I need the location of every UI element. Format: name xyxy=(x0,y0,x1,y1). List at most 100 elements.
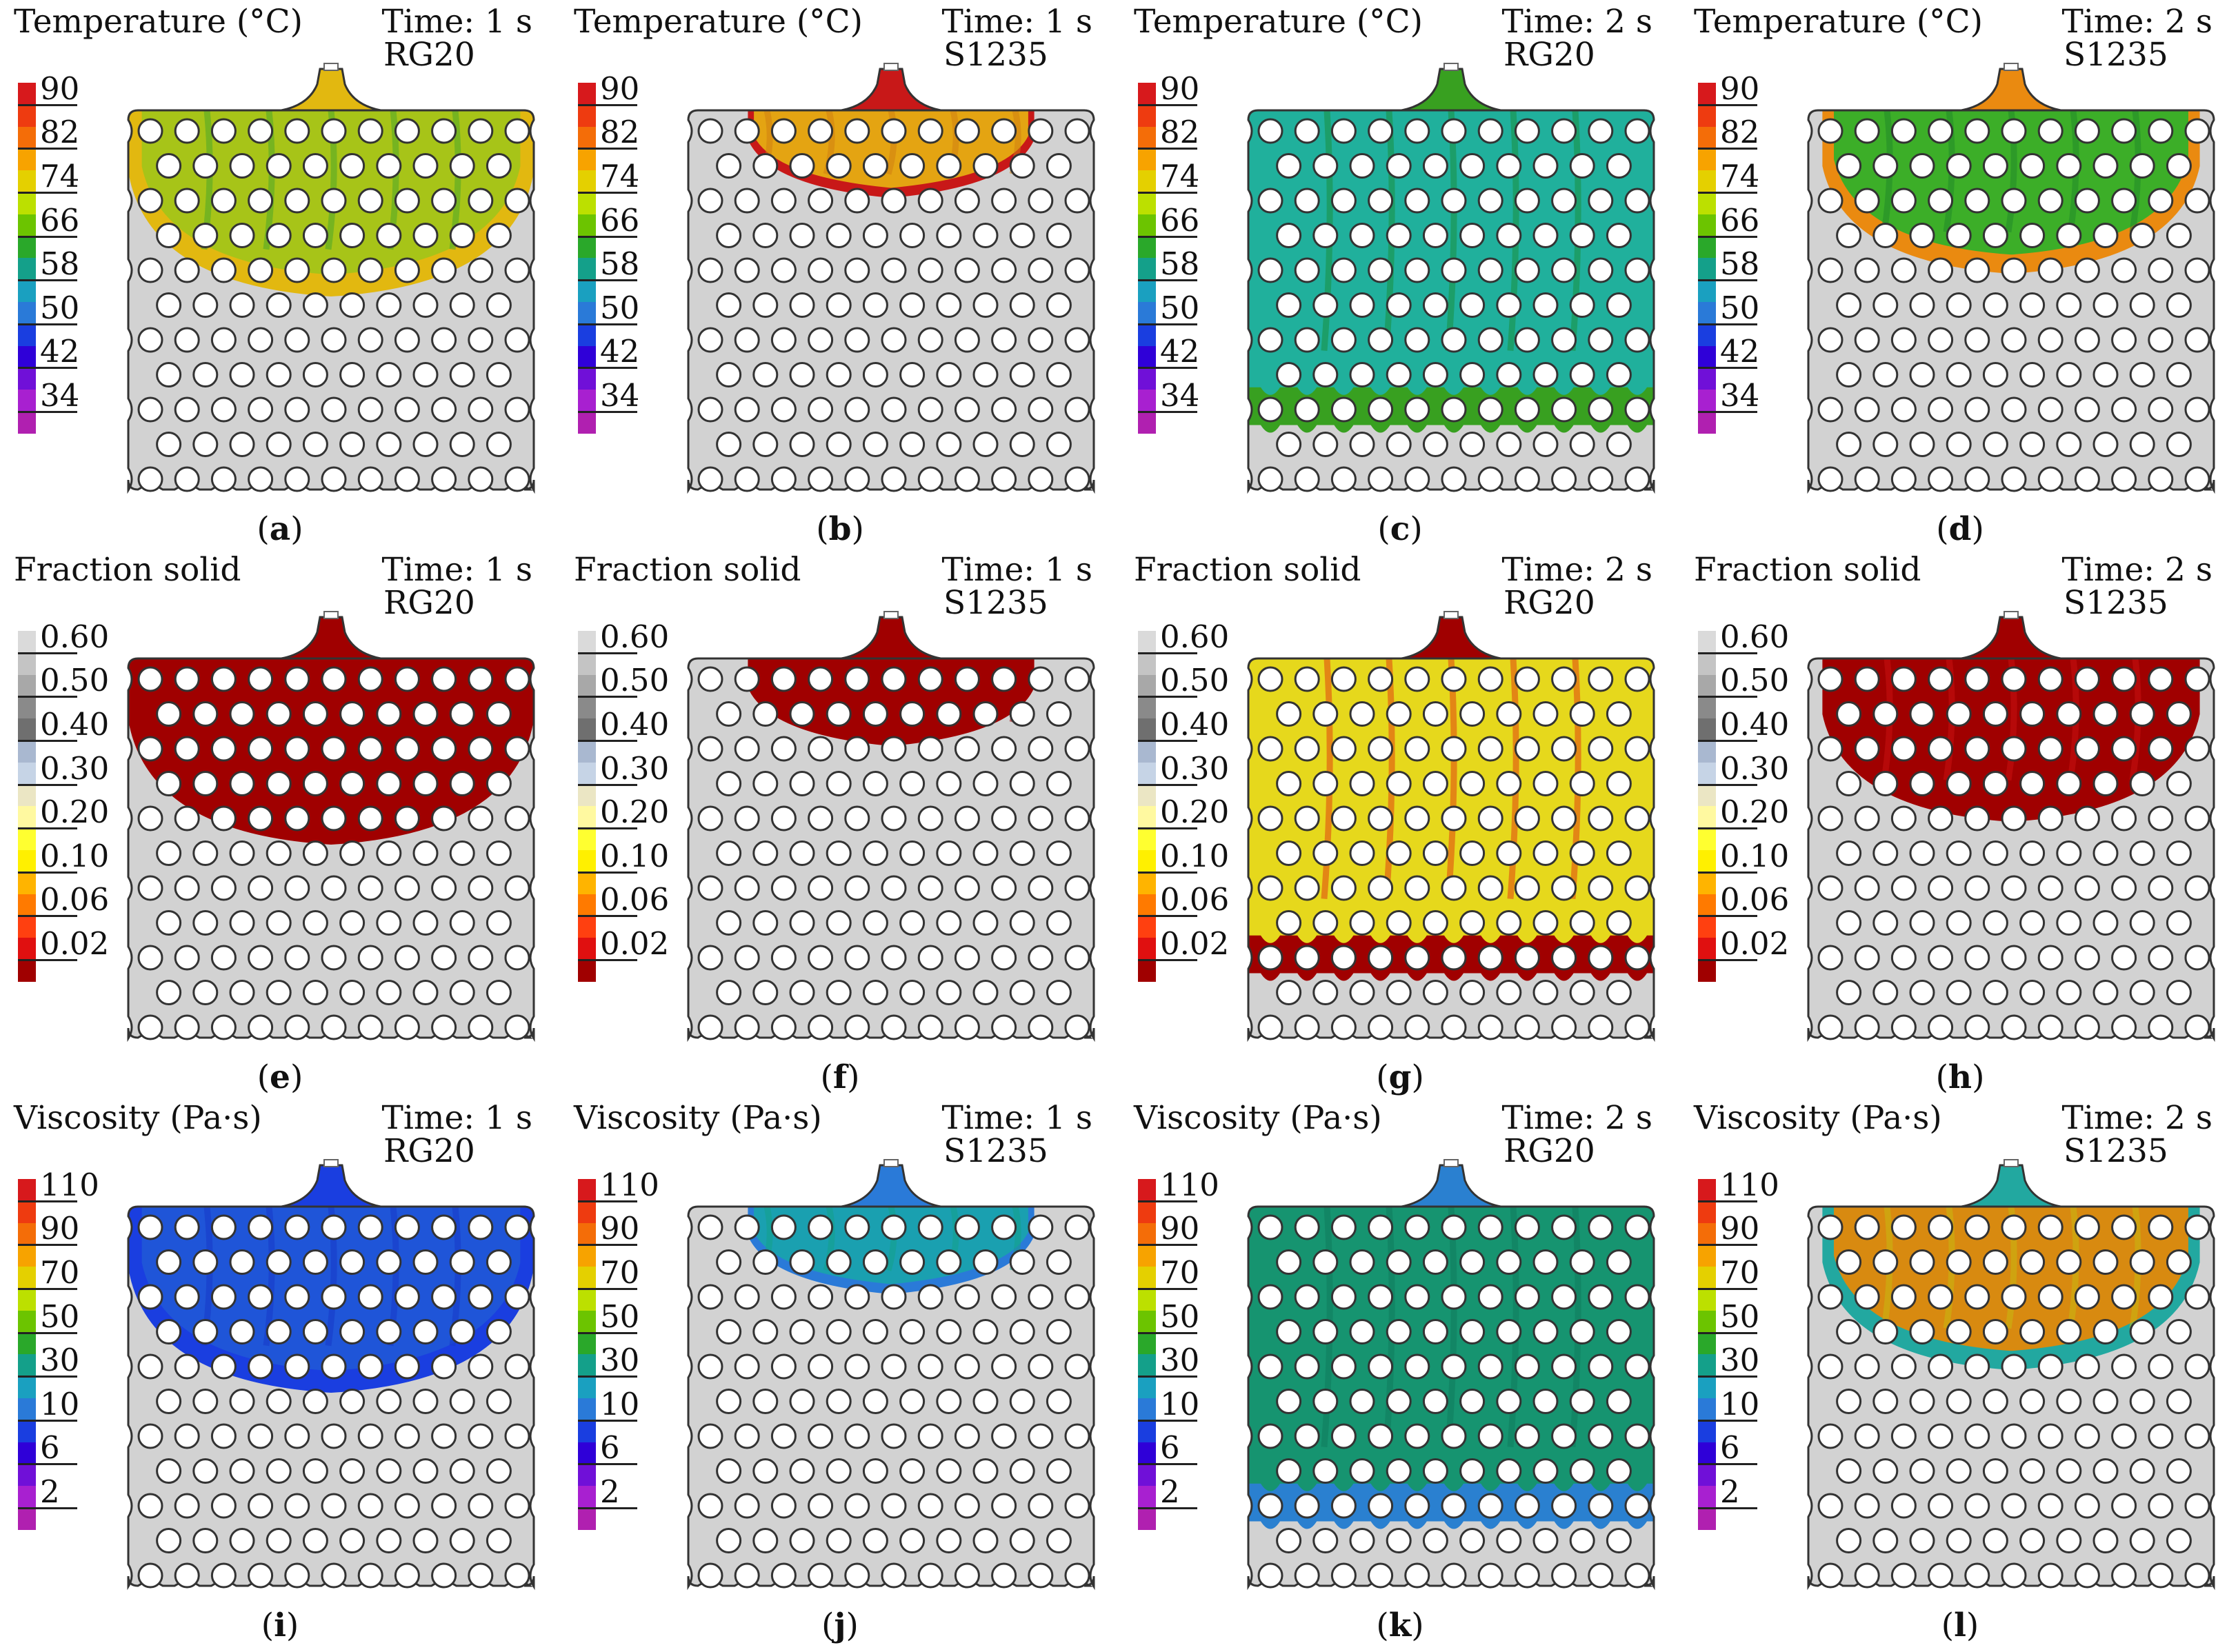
plate-hole xyxy=(789,223,815,248)
plate-hole xyxy=(412,1528,439,1553)
plate-hole xyxy=(1312,223,1339,248)
legend-swatch xyxy=(1138,323,1156,347)
legend-tick-label: 90 xyxy=(1720,70,1760,107)
plate-hole xyxy=(844,1562,870,1589)
plate-hole xyxy=(1946,1249,1972,1275)
plate-hole xyxy=(1551,1284,1577,1310)
legend-swatch xyxy=(1698,1486,1716,1509)
plate-hole xyxy=(954,666,980,692)
legend-tick xyxy=(578,235,637,238)
plate-hole xyxy=(1046,980,1072,1005)
plate-hole xyxy=(1441,1353,1467,1380)
plate-hole xyxy=(449,1458,475,1484)
legend-swatch xyxy=(18,696,36,719)
legend-tick-label: 0.20 xyxy=(40,794,110,831)
legend-tick-label: 0.20 xyxy=(1720,794,1790,831)
plate-hole xyxy=(1368,118,1394,144)
plate-hole xyxy=(1368,945,1394,971)
legend-tick-label: 34 xyxy=(600,377,640,414)
plate-hole xyxy=(899,840,926,866)
plate-hole xyxy=(917,1214,943,1240)
plate-hole xyxy=(954,396,980,423)
plate-hole xyxy=(826,910,852,936)
plate-hole xyxy=(2037,118,2064,144)
legend-tick xyxy=(18,323,77,325)
legend-tick xyxy=(578,827,637,830)
plate-hole xyxy=(1294,257,1320,283)
plate-hole xyxy=(936,153,962,179)
plate-hole xyxy=(1872,1458,1899,1484)
plate-hole xyxy=(2148,666,2174,692)
plate-hole xyxy=(468,188,494,214)
legend-swatch xyxy=(1698,323,1716,347)
legend-swatch xyxy=(1698,1508,1716,1531)
plate-hole xyxy=(1588,396,1614,423)
plate-hole xyxy=(770,945,797,971)
legend-swatch xyxy=(1138,1442,1156,1464)
plate-hole xyxy=(1817,396,1844,423)
legend-swatch xyxy=(578,280,596,303)
plate-hole xyxy=(357,805,383,832)
plate-hole xyxy=(1294,945,1320,971)
plate-hole xyxy=(954,1214,980,1240)
plate-hole xyxy=(2056,362,2082,387)
legend-tick-label: 90 xyxy=(40,1210,80,1247)
plate-hole xyxy=(2092,771,2119,796)
plate-hole xyxy=(862,362,888,387)
plate-hole xyxy=(412,362,439,387)
legend-tick xyxy=(578,959,637,961)
panel-caption: (d) xyxy=(1680,510,2238,548)
plate-hole xyxy=(1514,188,1540,214)
plate-hole xyxy=(1046,701,1072,727)
plate-hole xyxy=(357,666,383,692)
plate-hole xyxy=(1854,466,1880,492)
legend-swatch xyxy=(1138,367,1156,390)
plate-hole xyxy=(899,910,926,936)
plate-hole xyxy=(486,223,512,248)
legend-swatch xyxy=(18,148,36,171)
plate-hole xyxy=(2056,292,2082,318)
plate-hole xyxy=(862,223,888,248)
legend-tick-label: 2 xyxy=(1720,1473,1740,1510)
plate-hole xyxy=(734,1562,760,1589)
plate-hole xyxy=(697,1214,723,1240)
plate-hole xyxy=(412,840,439,866)
plate-hole xyxy=(1854,1214,1880,1240)
legend-title: Temperature (°C) xyxy=(1134,3,1423,41)
plate-hole xyxy=(394,327,420,353)
plate-hole xyxy=(210,1214,237,1240)
plate-hole xyxy=(1422,910,1448,936)
sprue-inlet xyxy=(323,63,339,71)
plate-hole xyxy=(752,1528,779,1553)
plate-hole xyxy=(972,910,999,936)
legend-swatch xyxy=(578,1289,596,1311)
plate-hole xyxy=(954,1284,980,1310)
plate-hole xyxy=(1836,1458,1862,1484)
plate-hole xyxy=(376,980,402,1005)
plate-hole xyxy=(210,466,237,492)
plate-hole xyxy=(394,666,420,692)
plate-hole xyxy=(1404,188,1430,214)
plate-hole xyxy=(1046,910,1072,936)
legend-swatch xyxy=(18,894,36,916)
plate-hole xyxy=(2001,396,2027,423)
legend-tick-label: 82 xyxy=(1720,114,1760,151)
plate-hole xyxy=(808,1353,834,1380)
plate-hole xyxy=(2001,736,2027,762)
plate-hole xyxy=(2111,257,2137,283)
plate-hole xyxy=(1890,188,1917,214)
plate-hole xyxy=(1422,153,1448,179)
plate-hole xyxy=(752,771,779,796)
legend-tick xyxy=(1138,740,1197,742)
plate-hole xyxy=(357,1014,383,1040)
plate-hole xyxy=(2074,805,2100,832)
legend-tick-label: 0.60 xyxy=(600,618,670,655)
legend-swatch xyxy=(18,258,36,281)
plate-hole xyxy=(431,188,457,214)
plate-hole xyxy=(716,980,742,1005)
legend-title: Fraction solid xyxy=(1134,551,1361,589)
plate-hole xyxy=(899,980,926,1005)
plate-hole xyxy=(2184,327,2210,353)
plate-hole xyxy=(734,1284,760,1310)
plate-hole xyxy=(266,1319,292,1344)
